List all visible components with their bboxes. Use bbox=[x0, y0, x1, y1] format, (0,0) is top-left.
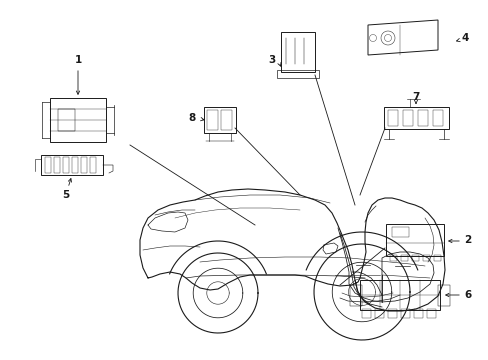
Bar bbox=[413, 309, 422, 318]
Bar bbox=[411, 255, 418, 261]
Bar bbox=[400, 255, 407, 261]
Bar bbox=[383, 107, 448, 129]
Bar bbox=[402, 110, 412, 126]
Bar bbox=[81, 157, 87, 173]
Bar bbox=[361, 309, 370, 318]
Bar bbox=[206, 110, 218, 130]
Bar bbox=[433, 255, 440, 261]
Text: 5: 5 bbox=[62, 190, 69, 200]
Bar bbox=[437, 284, 449, 306]
Text: 8: 8 bbox=[188, 113, 196, 123]
Text: 7: 7 bbox=[411, 92, 419, 102]
Bar bbox=[422, 255, 429, 261]
Bar bbox=[391, 227, 408, 237]
Bar bbox=[349, 284, 361, 306]
Bar bbox=[387, 309, 396, 318]
Bar bbox=[387, 110, 397, 126]
Bar bbox=[58, 109, 75, 131]
Bar bbox=[417, 110, 427, 126]
Bar bbox=[45, 157, 51, 173]
Text: 1: 1 bbox=[74, 55, 81, 65]
Bar bbox=[374, 309, 383, 318]
Bar bbox=[276, 70, 318, 78]
Bar bbox=[41, 155, 103, 175]
Bar bbox=[432, 110, 442, 126]
Bar bbox=[385, 224, 443, 256]
Bar bbox=[63, 157, 69, 173]
Bar bbox=[90, 157, 96, 173]
Bar bbox=[54, 157, 60, 173]
Bar bbox=[281, 32, 314, 72]
Bar bbox=[50, 98, 106, 142]
Text: 2: 2 bbox=[463, 235, 470, 245]
Bar bbox=[72, 157, 78, 173]
Bar bbox=[389, 255, 396, 261]
Text: 4: 4 bbox=[461, 33, 468, 43]
Text: 3: 3 bbox=[268, 55, 275, 65]
Bar bbox=[400, 309, 409, 318]
Bar bbox=[203, 107, 236, 133]
Bar bbox=[426, 309, 435, 318]
Bar bbox=[221, 110, 231, 130]
Text: 6: 6 bbox=[463, 290, 470, 300]
Bar bbox=[359, 280, 439, 310]
